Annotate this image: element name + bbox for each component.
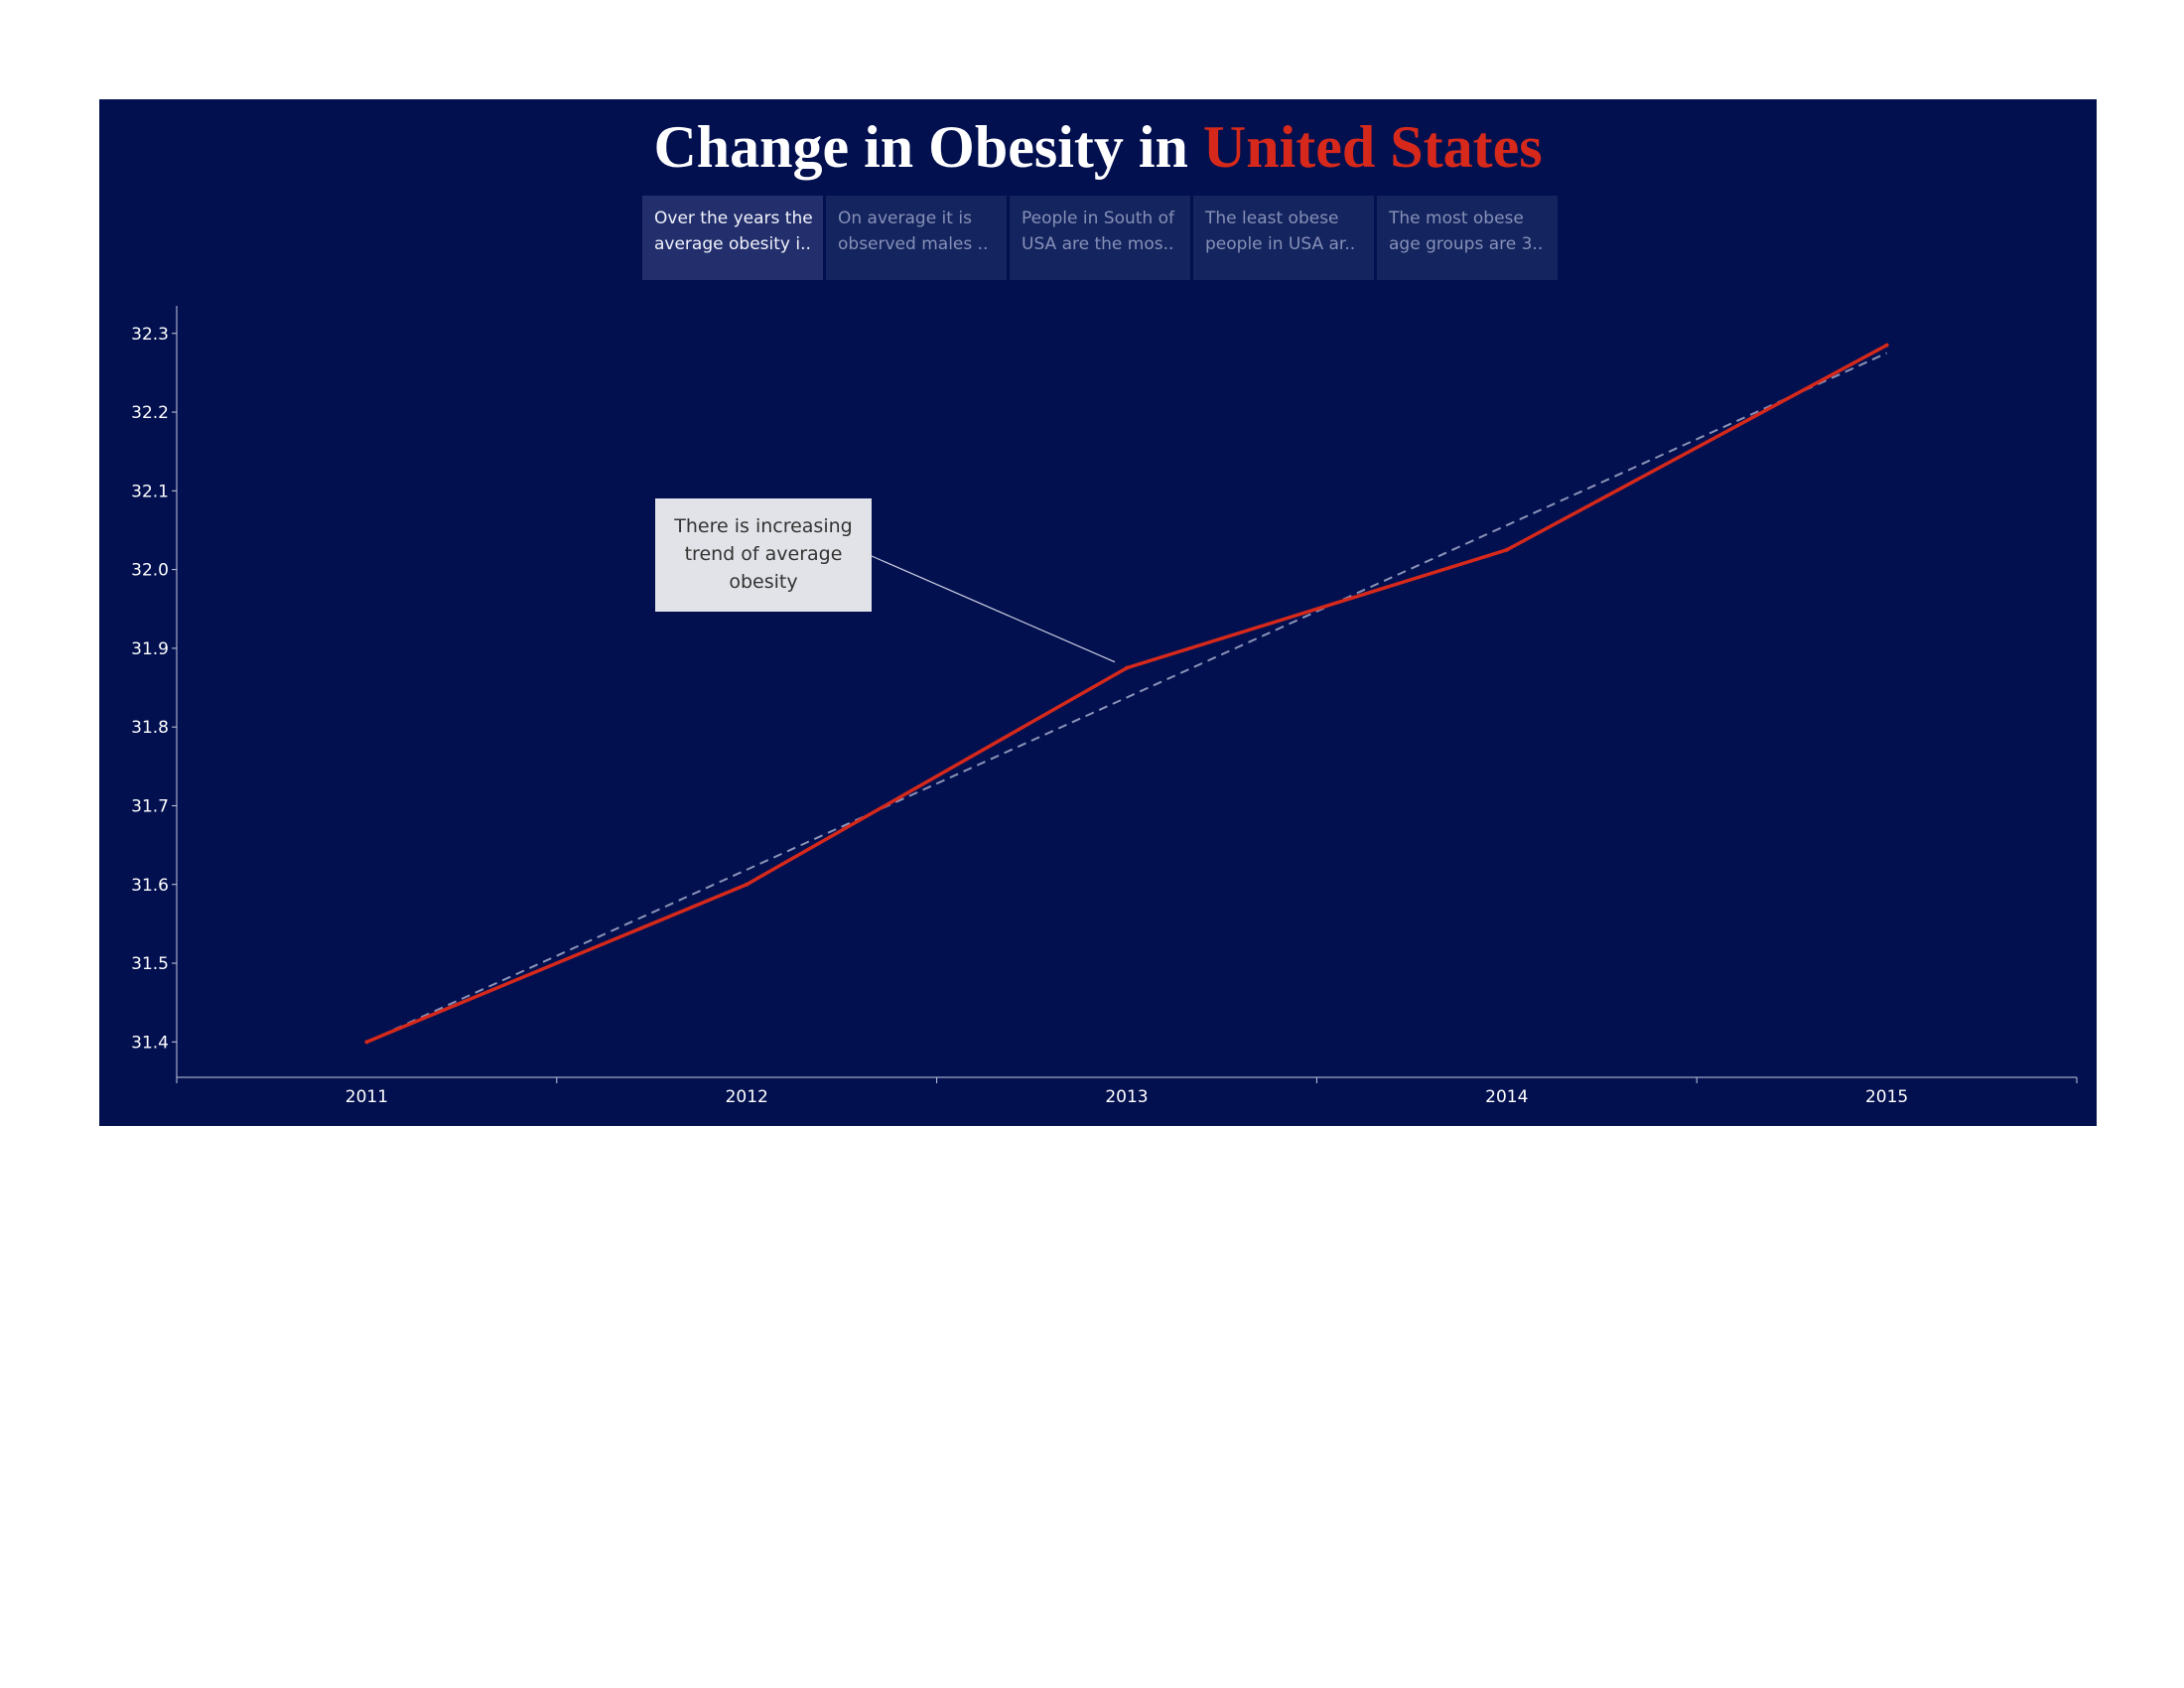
y-tick-label: 32.0 — [131, 561, 169, 581]
story-tab-5[interactable]: The most obese age groups are 3.. — [1377, 196, 1558, 280]
trend-line — [365, 352, 1888, 1044]
annotation-callout: There is increasing trend of average obe… — [655, 498, 872, 612]
story-tab-4[interactable]: The least obese people in USA ar.. — [1193, 196, 1374, 280]
title-highlight: United States — [1202, 114, 1543, 180]
y-tick-label: 31.6 — [131, 876, 169, 896]
story-tab-2-line2: observed males .. — [838, 234, 989, 254]
annotation-leader-line — [871, 555, 1116, 663]
x-tick-label: 2014 — [1485, 1087, 1528, 1107]
obesity-series-line — [364, 343, 1889, 1045]
data-point — [1125, 665, 1129, 670]
story-tab-5-line2: age groups are 3.. — [1389, 234, 1544, 254]
story-tabs: Over the years the average obesity i.. O… — [642, 196, 1558, 280]
x-tick-label: 2012 — [726, 1087, 768, 1107]
story-tab-1-line1: Over the years the — [654, 209, 813, 228]
data-point — [745, 882, 750, 887]
y-tick-label: 32.1 — [131, 482, 169, 501]
x-tick-label: 2011 — [345, 1087, 388, 1107]
data-point — [1504, 547, 1509, 552]
story-tab-1-line2: average obesity i.. — [654, 234, 811, 254]
x-tick-label: 2013 — [1105, 1087, 1148, 1107]
y-tick-label: 31.9 — [131, 639, 169, 659]
annotation-line3: obesity — [729, 571, 798, 593]
y-tick-label: 32.2 — [131, 403, 169, 423]
y-tick-label: 31.8 — [131, 718, 169, 738]
dashboard-panel: Change in Obesity in United States Over … — [99, 99, 2097, 1126]
data-point — [364, 1040, 369, 1045]
y-tick-label: 31.5 — [131, 954, 169, 974]
y-tick-label: 31.7 — [131, 796, 169, 816]
story-tab-3-line2: USA are the mos.. — [1022, 234, 1174, 254]
title-prefix: Change in Obesity in — [653, 114, 1203, 180]
x-tick-label: 2015 — [1865, 1087, 1908, 1107]
annotation-line2: trend of average — [684, 543, 843, 565]
data-point — [1884, 343, 1889, 348]
story-tab-3-line1: People in South of — [1022, 209, 1174, 228]
story-tab-2-line1: On average it is — [838, 209, 972, 228]
story-tab-2[interactable]: On average it is observed males .. — [826, 196, 1007, 280]
page-title: Change in Obesity in United States — [99, 111, 2097, 183]
y-tick-label: 32.3 — [131, 325, 169, 345]
y-tick-label: 31.4 — [131, 1033, 169, 1053]
story-tab-4-line2: people in USA ar.. — [1205, 234, 1356, 254]
line-chart: 31.4 31.5 31.6 31.7 31.8 31.9 32.0 32.1 32.2 32.3… — [131, 306, 2078, 1107]
story-tab-3[interactable]: People in South of USA are the mos.. — [1010, 196, 1190, 280]
story-tab-5-line1: The most obese — [1389, 209, 1524, 228]
story-tab-1[interactable]: Over the years the average obesity i.. — [642, 196, 823, 280]
annotation-line1: There is increasing — [674, 515, 853, 537]
story-tab-4-line1: The least obese — [1205, 209, 1339, 228]
